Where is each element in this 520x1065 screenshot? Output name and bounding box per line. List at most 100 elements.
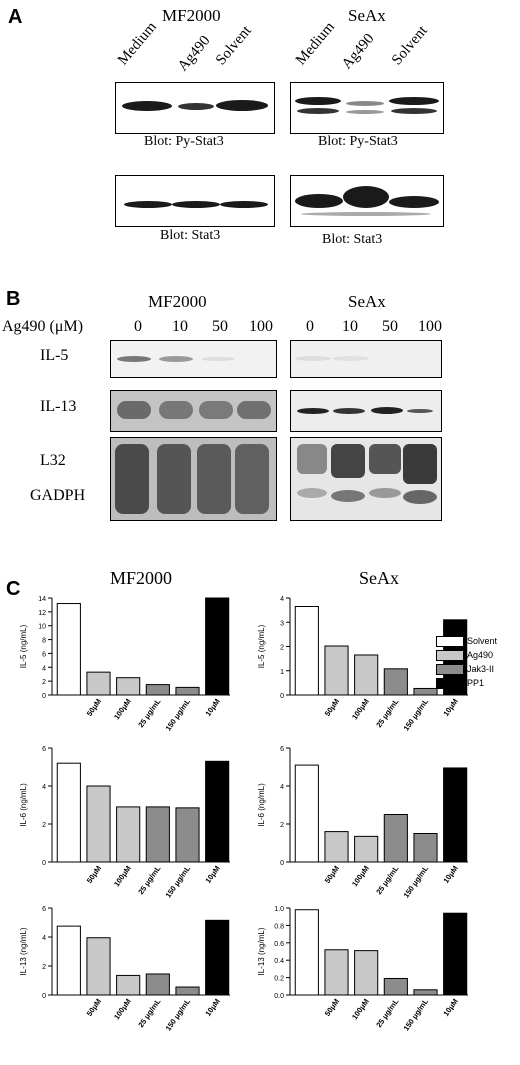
x-tick-label: 10μM bbox=[203, 997, 221, 1018]
y-tick-label: 2 bbox=[280, 822, 284, 829]
bar bbox=[175, 986, 200, 996]
bar bbox=[413, 989, 438, 996]
y-axis-label: IL-13 (ng/mL) bbox=[257, 927, 266, 975]
x-tick-label: 50μM bbox=[85, 997, 103, 1018]
x-tick-label: 10μM bbox=[441, 697, 459, 718]
blot-caption: Blot: Py-Stat3 bbox=[144, 134, 224, 149]
ag490-concentration-label: Ag490 (μM) bbox=[2, 318, 84, 335]
lane-label-ag490: Ag490 bbox=[338, 30, 378, 73]
blot-caption: Blot: Stat3 bbox=[322, 232, 383, 247]
y-tick-label: 0 bbox=[280, 860, 284, 867]
conc-label: 50 bbox=[382, 318, 398, 335]
panel-a-title-mf2000: MF2000 bbox=[162, 6, 221, 25]
y-tick-label: 6 bbox=[42, 746, 46, 753]
bar bbox=[175, 807, 200, 863]
bar bbox=[354, 654, 379, 696]
y-tick-label: 0 bbox=[280, 693, 284, 700]
bar bbox=[175, 686, 200, 696]
chart-legend: Solvent Ag490 Jak3-II PP1 bbox=[436, 634, 497, 690]
y-tick-label: 1.0 bbox=[274, 906, 284, 913]
x-tick-label: 50μM bbox=[85, 864, 103, 885]
y-tick-label: 4 bbox=[42, 784, 46, 791]
legend-item-solvent: Solvent bbox=[436, 634, 497, 648]
x-tick-label: 50μM bbox=[323, 997, 341, 1018]
bar bbox=[443, 767, 468, 863]
y-tick-label: 2 bbox=[42, 822, 46, 829]
y-tick-label: 2 bbox=[42, 679, 46, 686]
conc-label: 50 bbox=[212, 318, 228, 335]
bar bbox=[383, 977, 408, 996]
y-tick-label: 0 bbox=[42, 860, 46, 867]
conc-label: 0 bbox=[134, 318, 142, 335]
y-tick-label: 8 bbox=[42, 638, 46, 645]
bar bbox=[86, 785, 111, 863]
bar bbox=[205, 597, 230, 696]
northern-blot-il5-seax bbox=[290, 340, 442, 378]
y-tick-label: 3 bbox=[280, 620, 284, 627]
chart-title: SeAx bbox=[359, 570, 399, 588]
lane-label-medium: Medium bbox=[292, 19, 338, 69]
x-tick-label: 100μM bbox=[112, 997, 133, 1021]
x-tick-label: 25 μg/mL bbox=[136, 697, 163, 729]
bar bbox=[413, 687, 438, 696]
x-tick-label: 25 μg/mL bbox=[136, 997, 163, 1029]
panel-letter-a: A bbox=[8, 6, 23, 28]
y-tick-label: 4 bbox=[42, 665, 46, 672]
bar bbox=[383, 668, 408, 696]
western-blot-stat3-seax bbox=[290, 175, 444, 227]
western-blot-stat3-mf2000 bbox=[115, 175, 275, 227]
western-blot-pystat3-mf2000 bbox=[115, 82, 275, 134]
bar bbox=[116, 806, 141, 863]
northern-blot-il5-mf2000 bbox=[110, 340, 277, 378]
y-tick-label: 2 bbox=[280, 645, 284, 652]
northern-blot-l32-gadph-seax bbox=[290, 437, 442, 521]
y-axis-label: IL-13 (ng/mL) bbox=[19, 927, 28, 975]
bar bbox=[86, 671, 111, 696]
x-tick-label: 10μM bbox=[203, 864, 221, 885]
legend-item-jak3: Jak3-II bbox=[436, 662, 497, 676]
y-tick-label: 0.0 bbox=[274, 993, 284, 1000]
x-tick-label: 10μM bbox=[203, 697, 221, 718]
lane-label-solvent: Solvent bbox=[212, 22, 255, 69]
bar bbox=[56, 603, 81, 696]
bar bbox=[324, 831, 349, 863]
legend-label: Solvent bbox=[467, 636, 498, 646]
x-tick-label: 150 μg/mL bbox=[401, 697, 430, 733]
y-tick-label: 14 bbox=[38, 596, 46, 603]
conc-label: 100 bbox=[418, 318, 442, 335]
y-tick-label: 10 bbox=[38, 624, 46, 631]
x-tick-label: 150 μg/mL bbox=[163, 697, 192, 733]
panel-letter-c: C bbox=[6, 578, 21, 600]
legend-item-pp1: PP1 bbox=[436, 676, 497, 690]
panel-b-title-mf2000: MF2000 bbox=[148, 292, 207, 311]
x-tick-label: 150 μg/mL bbox=[401, 997, 430, 1033]
row-label-l32: L32 bbox=[40, 452, 66, 469]
y-axis-label: IL-6 (ng/mL) bbox=[257, 783, 266, 827]
y-tick-label: 0.4 bbox=[274, 958, 284, 965]
conc-label: 100 bbox=[249, 318, 273, 335]
bar bbox=[354, 950, 379, 996]
bar bbox=[145, 684, 170, 696]
northern-blot-il13-seax bbox=[290, 390, 442, 432]
y-axis-label: IL-5 (ng/mL) bbox=[19, 624, 28, 668]
x-tick-label: 10μM bbox=[441, 997, 459, 1018]
bar bbox=[205, 919, 230, 996]
western-blot-pystat3-seax bbox=[290, 82, 444, 134]
bar bbox=[56, 762, 81, 863]
lane-label-medium: Medium bbox=[114, 19, 160, 69]
x-tick-label: 10μM bbox=[441, 864, 459, 885]
bar bbox=[205, 760, 230, 863]
bar bbox=[86, 937, 111, 996]
x-tick-label: 150 μg/mL bbox=[401, 864, 430, 900]
y-tick-label: 4 bbox=[42, 935, 46, 942]
bar bbox=[116, 677, 141, 696]
legend-item-ag490: Ag490 bbox=[436, 648, 497, 662]
conc-label: 10 bbox=[172, 318, 188, 335]
x-tick-label: 25 μg/mL bbox=[136, 864, 163, 896]
y-tick-label: 6 bbox=[42, 651, 46, 658]
y-tick-label: 0.6 bbox=[274, 941, 284, 948]
x-tick-label: 50μM bbox=[323, 864, 341, 885]
y-tick-label: 1 bbox=[280, 669, 284, 676]
bar bbox=[145, 806, 170, 863]
